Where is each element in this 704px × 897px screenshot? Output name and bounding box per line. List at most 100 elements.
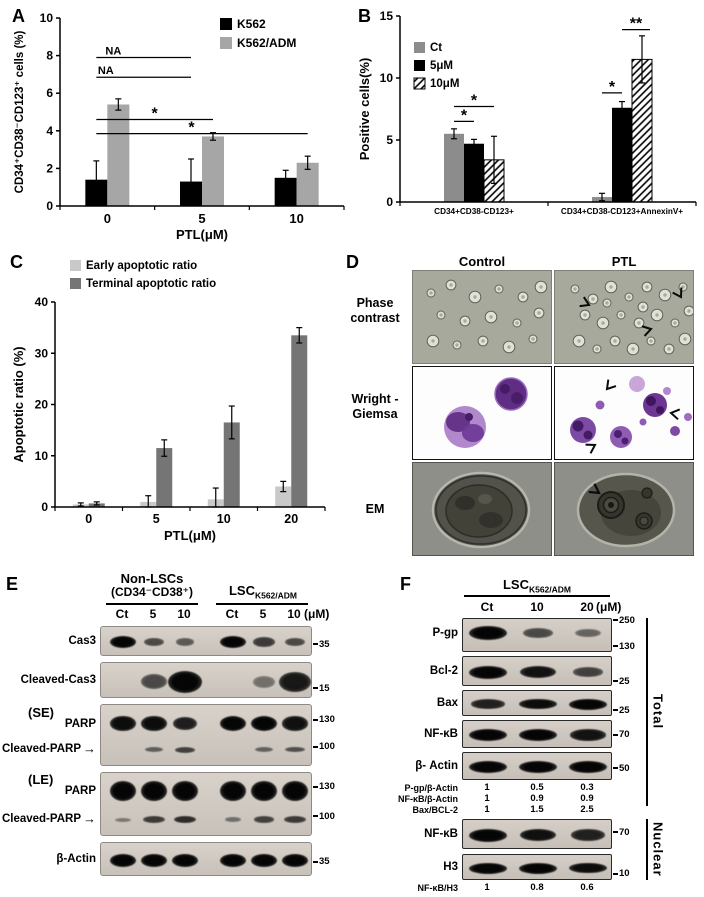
protein-band — [570, 829, 606, 841]
e-lane-label: 5 — [149, 607, 157, 621]
f-total-quant-value: 1 — [484, 804, 490, 815]
protein-band — [569, 862, 607, 874]
protein-band — [140, 674, 168, 690]
autophagosome-core — [608, 502, 614, 508]
e-row-label: Cas3 — [2, 632, 97, 650]
vacuole-inner — [639, 516, 649, 526]
f-total-mw-marker: 250 — [613, 615, 635, 626]
protein-band — [469, 828, 507, 842]
blot-protein-name: Bcl-2 — [429, 665, 458, 677]
e-lane-label: 10 — [287, 607, 301, 621]
marker-value: 70 — [619, 826, 630, 838]
cell-core — [429, 291, 433, 295]
f-total-blot-box — [462, 690, 612, 716]
cell-core — [609, 285, 613, 289]
e-blot-box — [100, 772, 312, 836]
cell-core — [627, 295, 631, 299]
panel-a-bar-chart: 0 2 4 6 8 10 0 5 10 PTL(μM) CD34⁺CD38⁻CD123⁺ cells… — [14, 11, 345, 242]
protein-band — [284, 816, 306, 824]
cell-core — [641, 305, 645, 309]
cell-core — [439, 313, 443, 317]
stained-cell — [570, 417, 596, 443]
protein-band — [141, 716, 167, 731]
protein-band — [519, 729, 557, 741]
marker-value: 130 — [619, 640, 635, 652]
y-tick-label: 0 — [386, 195, 393, 209]
cell-detail — [465, 413, 473, 421]
bar-Ct — [444, 133, 464, 202]
y-tick-label: 40 — [35, 295, 49, 309]
cell-membrane — [435, 475, 527, 545]
cell-core — [631, 347, 635, 351]
e-mw-marker: 100 — [313, 811, 335, 822]
e-row-label: Cleaved-PARP → — [2, 740, 96, 758]
f-total-row-label: β- Actin — [396, 757, 458, 775]
protein-band — [469, 626, 507, 641]
protein-band — [251, 853, 277, 867]
protein-band — [220, 716, 246, 732]
e-row-label: (LE) — [2, 771, 96, 789]
y-tick-label: 15 — [380, 9, 394, 23]
e-mw-marker: 35 — [313, 639, 330, 650]
panel-d-column-control: Control — [458, 254, 506, 269]
marker-value: 25 — [619, 675, 630, 687]
marker-tick-icon — [313, 860, 318, 863]
legend-swatch — [70, 278, 81, 289]
non-lsc-group-title: Non-LSCs — [120, 571, 184, 586]
bar-K562/ADM — [202, 136, 224, 206]
cell-core — [605, 301, 609, 305]
f-unit-label: (μM) — [596, 600, 622, 614]
y-tick-label: 20 — [35, 398, 49, 412]
f-total-blot-box — [462, 752, 612, 780]
legend-label: Ct — [430, 42, 442, 54]
f-total-mw-marker: 130 — [613, 641, 635, 652]
protein-band — [285, 746, 305, 753]
protein-band — [110, 716, 136, 731]
apoptotic-body — [595, 400, 605, 410]
arrow-icon — [605, 379, 617, 391]
f-total-quant-value: 0.9 — [580, 793, 594, 804]
protein-band — [220, 853, 246, 867]
protein-band — [282, 853, 308, 867]
blot-protein-name: Cas3 — [68, 635, 97, 647]
y-tick-label: 0 — [41, 500, 48, 514]
y-tick-label: 5 — [386, 133, 393, 147]
protein-band — [523, 628, 553, 639]
protein-band — [282, 780, 308, 801]
f-total-quant-value: 0.3 — [580, 782, 594, 793]
panel-d-row-wright-giemsa: Wright -Giemsa — [351, 392, 399, 421]
e-blot-box — [100, 662, 312, 698]
lsc-kadm-title-text: LSC — [502, 577, 529, 592]
lsc-title-text: LSC — [228, 583, 255, 598]
cell-core — [583, 313, 587, 317]
arrow-icon — [669, 408, 681, 421]
nucleus — [462, 424, 484, 442]
cell-core — [673, 321, 677, 325]
legend-swatch — [220, 18, 232, 30]
cell-detail — [494, 377, 528, 411]
cell-core — [667, 347, 671, 351]
marker-value: 250 — [619, 614, 635, 626]
lsc-underline — [216, 603, 308, 605]
protein-band — [519, 698, 557, 710]
e-mw-marker: 100 — [313, 741, 335, 752]
f-total-blot-box — [462, 618, 612, 652]
protein-band — [519, 665, 557, 679]
protein-band — [144, 747, 164, 753]
protein-band — [110, 780, 136, 801]
bar-5μM — [464, 143, 484, 202]
e-lane-label: 10 — [177, 607, 191, 621]
f-total-row-label: Bax — [396, 694, 458, 712]
e-blot-box — [100, 842, 312, 876]
marker-value: 100 — [319, 741, 335, 753]
marker-tick-icon — [613, 767, 618, 770]
e-row-label: PARP — [2, 782, 96, 800]
f-nuclear-row-label: NF-κB — [396, 825, 458, 843]
protein-band — [251, 716, 277, 732]
lsc-title-subscript: K562/ADM — [254, 590, 298, 601]
protein-band — [253, 637, 275, 647]
y-tick-label: 30 — [35, 346, 49, 360]
non-lsc-group-subtitle: (CD34⁻CD38⁺) — [110, 585, 194, 599]
marker-tick-icon — [613, 619, 618, 622]
apoptotic-body — [639, 418, 647, 426]
